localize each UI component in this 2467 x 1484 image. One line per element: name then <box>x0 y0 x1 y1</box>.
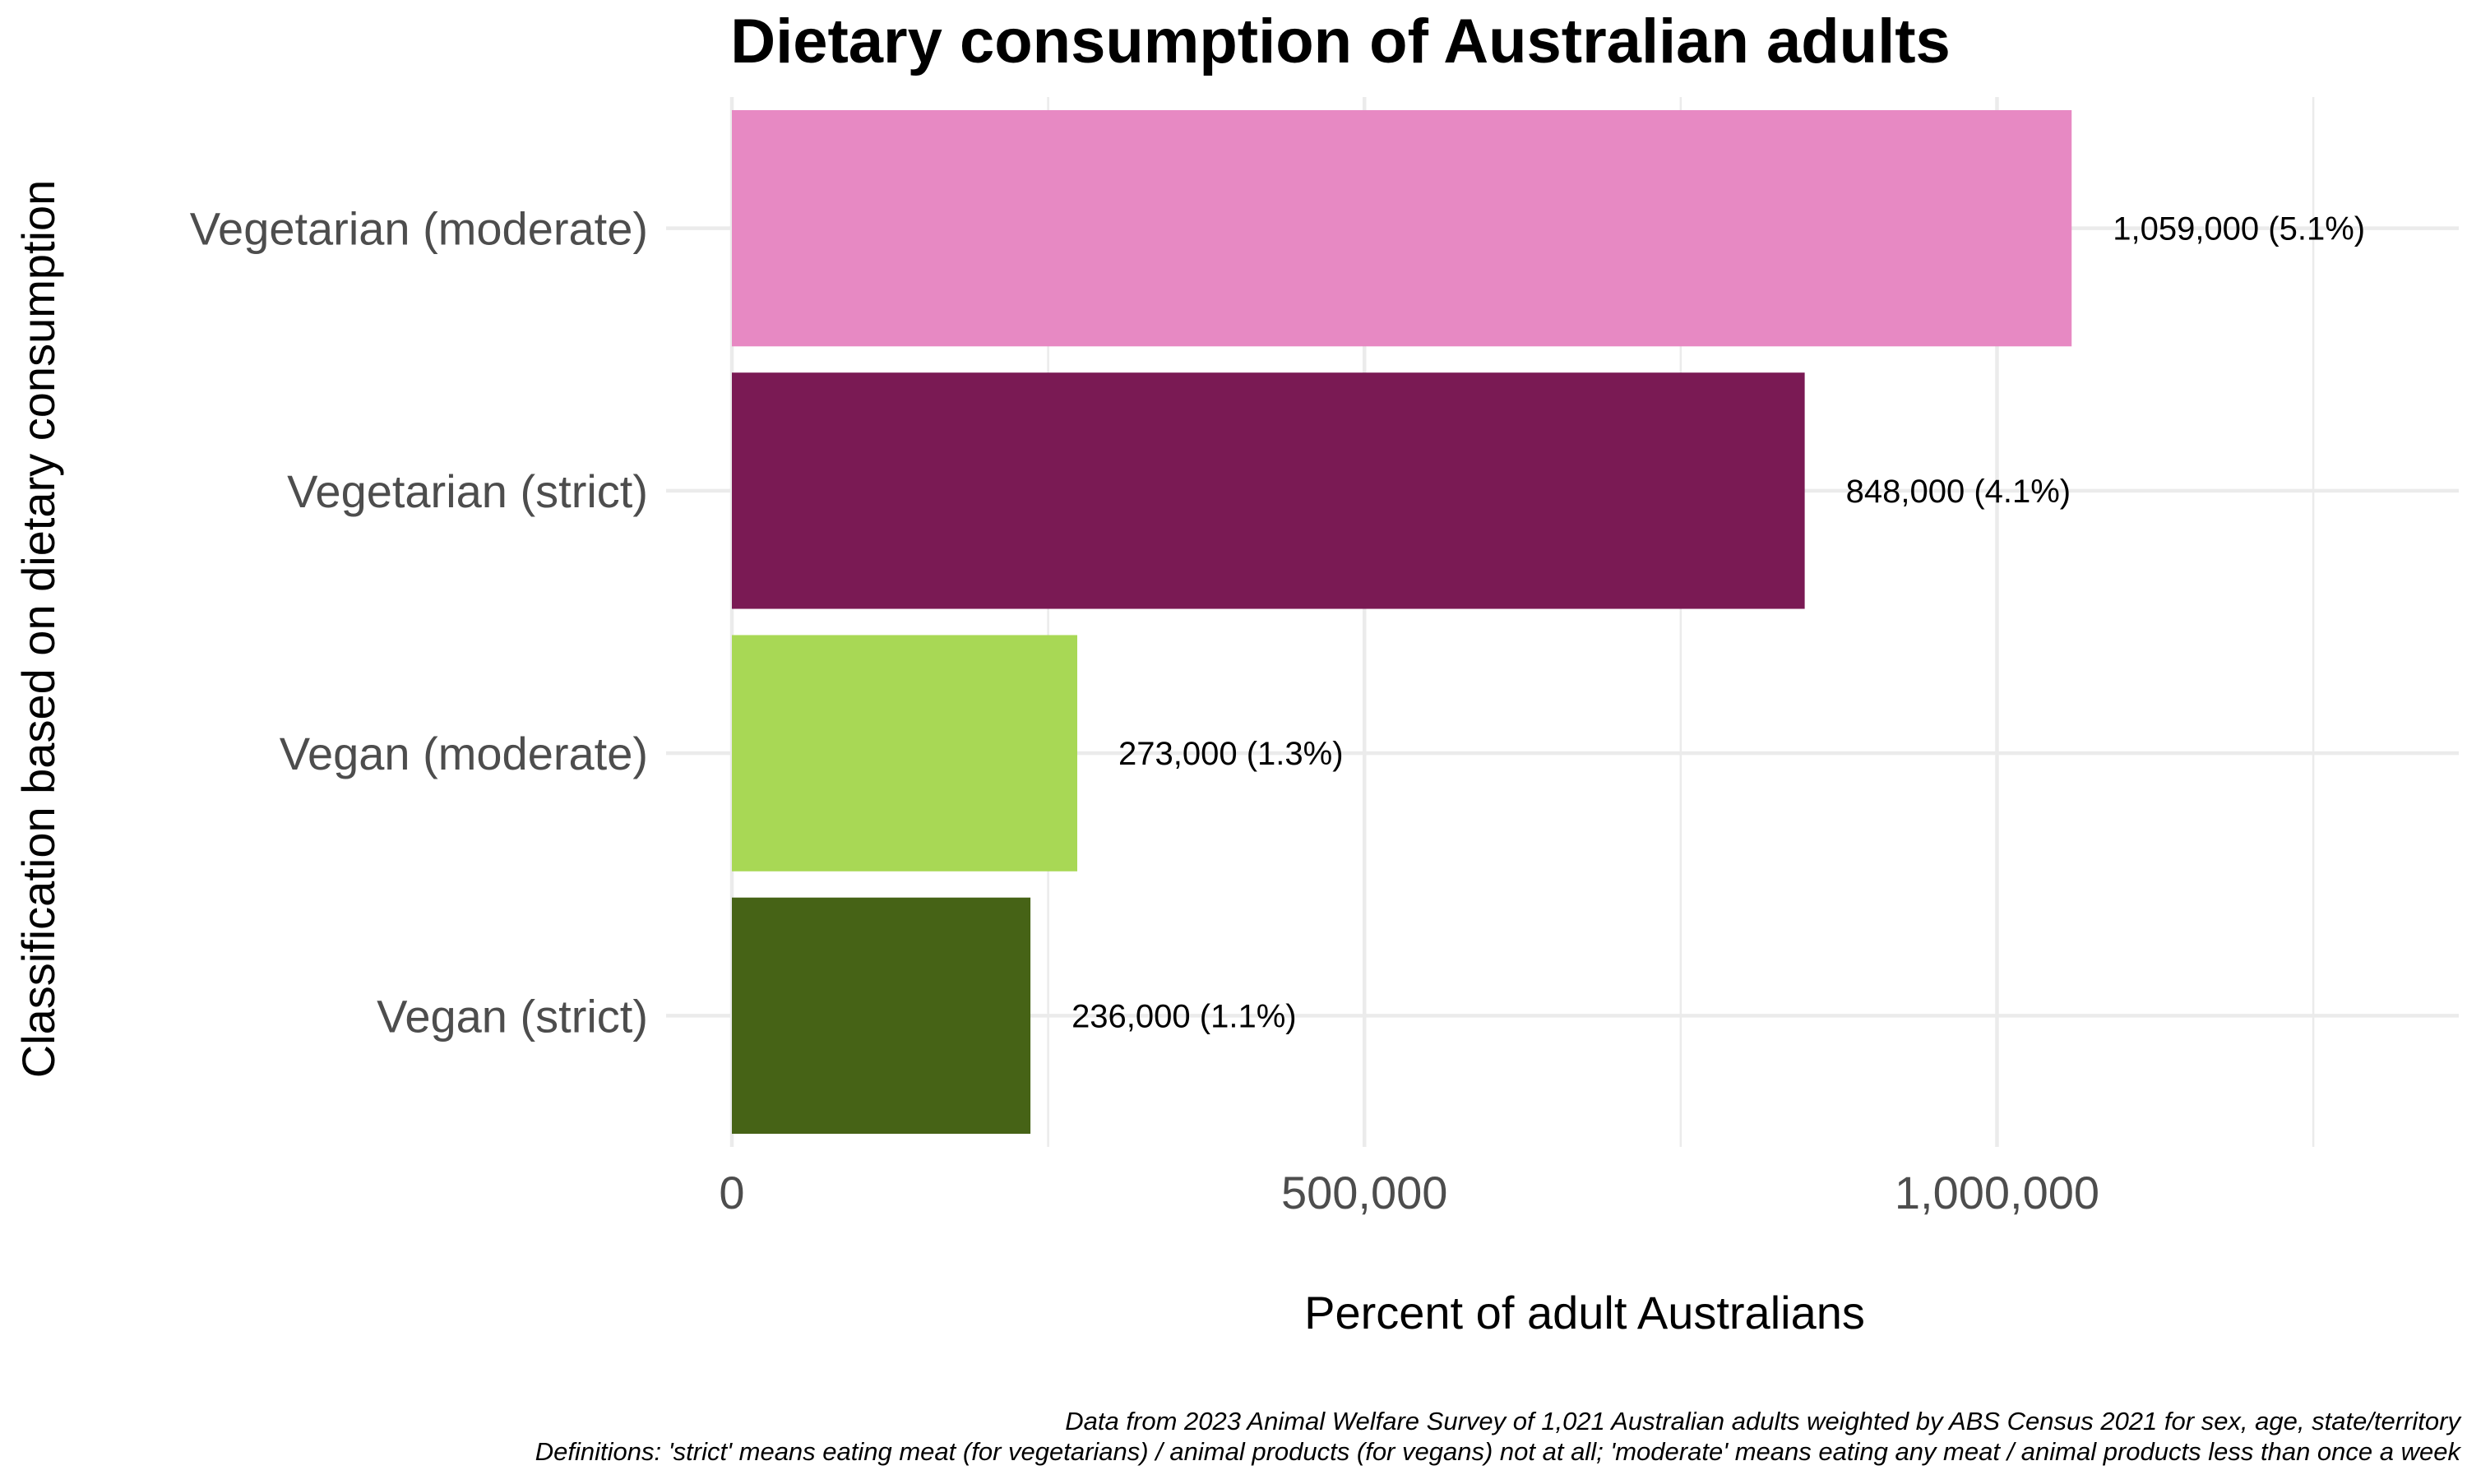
caption-line-1: Data from 2023 Animal Welfare Survey of … <box>1065 1407 2462 1435</box>
data-labels: 1,059,000 (5.1%) 848,000 (4.1%) 273,000 (1… <box>1072 211 2365 1035</box>
y-axis-title: Classification based on dietary consumpt… <box>12 180 64 1079</box>
x-tick-label: 500,000 <box>1281 1167 1447 1218</box>
bar <box>732 109 2072 347</box>
y-category-label: Vegan (strict) <box>377 990 648 1042</box>
bars <box>732 109 2072 1135</box>
bar <box>732 635 1077 871</box>
caption-line-2: Definitions: 'strict' means eating meat … <box>535 1437 2462 1466</box>
chart-title: Dietary consumption of Australian adults <box>730 7 1951 76</box>
y-category-label: Vegan (moderate) <box>280 728 648 779</box>
bar <box>732 372 1805 609</box>
y-category-label: Vegetarian (strict) <box>287 465 648 517</box>
x-tick-label: 1,000,000 <box>1895 1167 2099 1218</box>
bar <box>732 897 1031 1135</box>
x-axis-title: Percent of adult Australians <box>1304 1287 1865 1338</box>
y-axis-category-labels: Vegetarian (moderate) Vegetarian (strict)… <box>190 203 648 1042</box>
bar-value-label: 1,059,000 (5.1%) <box>2113 211 2365 247</box>
y-category-label: Vegetarian (moderate) <box>190 203 648 255</box>
bar-value-label: 236,000 (1.1%) <box>1072 998 1297 1034</box>
x-axis-tick-labels: 0 500,000 1,000,000 <box>719 1167 2099 1218</box>
x-tick-label: 0 <box>719 1167 744 1218</box>
bar-value-label: 848,000 (4.1%) <box>1846 474 2071 510</box>
bar-value-label: 273,000 (1.3%) <box>1118 736 1344 772</box>
